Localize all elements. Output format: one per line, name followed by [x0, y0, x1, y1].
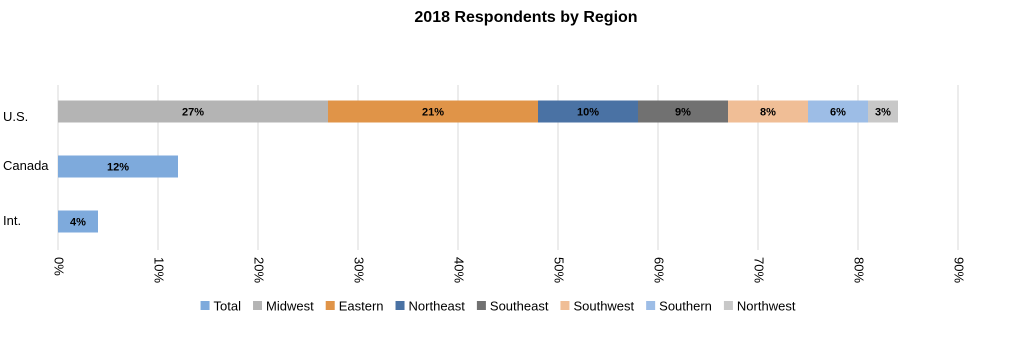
- bar-segment: [728, 100, 808, 123]
- legend-swatch: [476, 301, 486, 310]
- x-tick-label: 30%: [352, 257, 367, 283]
- chart-title: 2018 Respondents by Region: [414, 9, 637, 26]
- legend-swatch: [200, 301, 210, 310]
- legend-swatch: [253, 301, 263, 310]
- y-tick-label: Int.: [3, 213, 21, 228]
- x-tick-label: 60%: [652, 257, 667, 283]
- value-label: 4%: [70, 216, 86, 228]
- value-label: 8%: [760, 106, 776, 118]
- legend-label: Total: [214, 298, 242, 313]
- legend-label: Southern: [659, 298, 712, 313]
- legend-label: Northeast: [409, 298, 466, 313]
- legend-label: Northwest: [737, 298, 796, 313]
- value-label: 6%: [830, 106, 846, 118]
- x-tick-label: 90%: [952, 257, 967, 283]
- bar-segment: [328, 100, 538, 123]
- legend-label: Eastern: [339, 298, 384, 313]
- x-tick-label: 10%: [152, 257, 167, 283]
- bar-segment: [638, 100, 728, 123]
- legend-swatch: [395, 301, 405, 310]
- legend-swatch: [723, 301, 733, 310]
- y-tick-label: U.S.: [3, 109, 28, 124]
- legend-swatch: [325, 301, 335, 310]
- legend-label: Midwest: [266, 298, 314, 313]
- legend-swatch: [646, 301, 656, 310]
- legend-swatch: [560, 301, 570, 310]
- value-label: 3%: [875, 106, 891, 118]
- bar-segment: [58, 100, 328, 123]
- bar-segment: [58, 155, 178, 178]
- value-label: 21%: [422, 106, 444, 118]
- x-tick-label: 80%: [852, 257, 867, 283]
- bar-segment: [868, 100, 898, 123]
- bar-segment: [808, 100, 868, 123]
- value-label: 9%: [675, 106, 691, 118]
- bar-segment: [538, 100, 638, 123]
- legend: Total Midwest Eastern Northeast Southeast Sou…: [200, 298, 796, 313]
- x-tick-label: 20%: [252, 257, 267, 283]
- value-label: 12%: [107, 161, 129, 173]
- x-tick-label: 50%: [552, 257, 567, 283]
- value-label: 10%: [577, 106, 599, 118]
- x-tick-label: 0%: [52, 257, 67, 276]
- x-tick-label: 40%: [452, 257, 467, 283]
- x-tick-label: 70%: [752, 257, 767, 283]
- value-label: 27%: [182, 106, 204, 118]
- legend-label: Southwest: [573, 298, 634, 313]
- bar-segment: [58, 210, 98, 233]
- legend-label: Southeast: [490, 298, 549, 313]
- y-tick-label: Canada: [3, 158, 49, 173]
